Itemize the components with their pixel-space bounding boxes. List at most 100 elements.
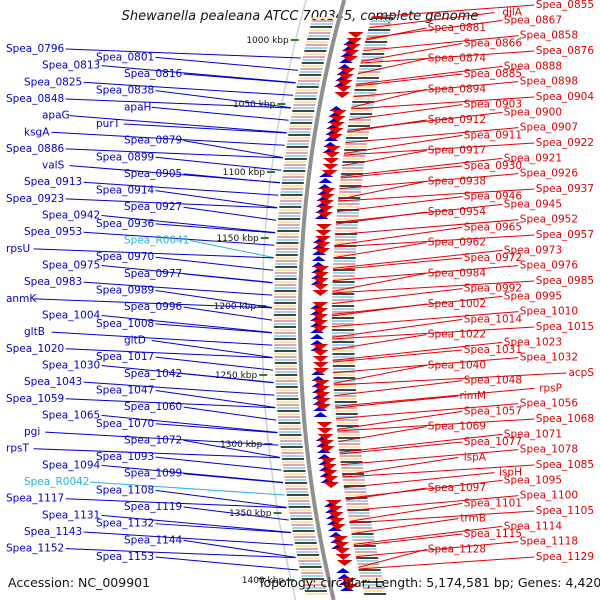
right-gene-label: Spea_1077: [464, 436, 522, 448]
gene-leader-line: [83, 231, 275, 246]
reverse-gene-arrow: [312, 314, 329, 320]
right-gene-label: Spea_0855: [536, 0, 594, 11]
gene-leader-line: [347, 119, 427, 133]
reverse-gene-arrow: [313, 266, 330, 272]
gene-leader-line: [340, 157, 503, 177]
reverse-gene-arrow: [334, 548, 351, 554]
right-gene-label: Spea_1095: [504, 474, 562, 486]
gene-leader-line: [155, 323, 273, 334]
gene-leader-line: [89, 481, 285, 496]
gene-leader-line: [155, 356, 274, 371]
right-gene-label: Spea_1101: [464, 497, 522, 509]
left-gene-label: Spea_1144: [124, 534, 183, 546]
forward-gene-arrow: [331, 544, 346, 549]
left-gene-label: Spea_0914: [96, 185, 155, 197]
forward-gene-arrow: [312, 394, 327, 399]
reverse-gene-arrow: [346, 38, 363, 44]
left-gene-label: Spea_1017: [96, 351, 154, 363]
gene-leader-line: [65, 398, 276, 409]
forward-gene-arrow: [329, 106, 344, 111]
gene-leader-line: [343, 134, 463, 154]
right-gene-label: trmB: [460, 513, 486, 525]
forward-gene-arrow: [312, 244, 327, 249]
reverse-gene-arrow: [317, 206, 334, 212]
forward-gene-arrow: [310, 346, 325, 351]
reverse-gene-arrow: [318, 200, 335, 206]
left-gene-label: Spea_1152: [6, 543, 64, 555]
reverse-gene-arrow: [312, 320, 328, 326]
inner-guide-arc: [261, 0, 307, 600]
gene-leader-line: [332, 272, 427, 292]
position-tick-label: 1400 kbp: [242, 576, 285, 586]
left-gene-label: Spea_0905: [124, 168, 182, 180]
gene-leader-line: [155, 423, 278, 434]
gene-leader-line: [355, 65, 503, 85]
gene-leader-line: [183, 539, 296, 558]
reverse-gene-arrow: [312, 356, 329, 362]
position-tick-label: 1350 kbp: [229, 509, 272, 519]
gene-leader-line: [347, 495, 519, 512]
gene-leader-line: [369, 12, 495, 29]
reverse-gene-arrow: [318, 440, 335, 446]
gene-leader-line: [351, 88, 427, 108]
right-gene-label: Spea_0907: [520, 122, 578, 134]
gene-leader-line: [189, 240, 274, 259]
right-gene-label: Spea_0912: [428, 114, 486, 126]
reverse-gene-arrow: [320, 464, 337, 470]
reverse-gene-arrow: [329, 116, 346, 122]
reverse-gene-arrow: [339, 68, 356, 74]
left-gene-label: Spea_0813: [42, 60, 100, 72]
reverse-gene-arrow: [312, 290, 329, 296]
right-gene-label: Spea_0858: [520, 30, 578, 42]
reverse-gene-arrow: [329, 524, 346, 530]
gene-leader-line: [371, 4, 535, 18]
gene-leader-line: [335, 395, 459, 409]
left-gene-label: ksgA: [24, 126, 50, 138]
left-gene-label: Spea_1004: [42, 309, 101, 321]
right-gene-label: Spea_0874: [428, 53, 487, 65]
forward-gene-arrow: [339, 58, 354, 63]
left-gene-label: valS: [42, 160, 65, 172]
gene-leader-line: [123, 123, 287, 134]
reverse-gene-arrow: [325, 500, 342, 506]
gene-leader-line: [101, 65, 296, 84]
reverse-gene-arrow: [318, 446, 335, 452]
reverse-gene-arrow: [312, 350, 329, 356]
reverse-gene-arrow: [334, 92, 351, 98]
gene-leader-line: [342, 150, 427, 167]
right-gene-label: Spea_0911: [464, 129, 522, 141]
left-gene-label: Spea_1143: [24, 526, 82, 538]
forward-gene-arrow: [341, 46, 356, 51]
gene-leader-line: [340, 165, 463, 179]
left-gene-label: Spea_0848: [6, 93, 64, 105]
gene-leader-line: [334, 380, 463, 397]
gene-leader-line: [336, 196, 463, 213]
forward-gene-arrow: [311, 382, 326, 387]
position-tick-label: 1300 kbp: [220, 440, 263, 450]
right-gene-label: Spea_0984: [428, 267, 487, 279]
left-gene-label: Spea_0796: [6, 43, 65, 55]
forward-gene-arrow: [310, 334, 325, 339]
left-gene-label: Spea_1008: [96, 318, 154, 330]
gene-leader-line: [353, 525, 503, 545]
left-gene-label: pgi: [24, 426, 40, 438]
gene-leader-line: [183, 439, 280, 458]
gene-leader-line: [337, 410, 463, 430]
forward-gene-arrow: [335, 568, 350, 573]
forward-gene-arrow: [310, 322, 325, 327]
reverse-gene-arrow: [312, 302, 329, 308]
gene-leader-line: [83, 181, 279, 196]
gene-leader-line: [347, 111, 503, 131]
left-gene-label: Spea_1119: [124, 501, 182, 513]
right-gene-label: Spea_0900: [504, 106, 562, 118]
left-gene-label: Spea_1047: [96, 384, 154, 396]
left-gene-label: Spea_R0042: [24, 476, 90, 488]
forward-gene-arrow: [310, 340, 325, 345]
gene-leader-line: [343, 142, 535, 156]
left-gene-label: Spea_0989: [96, 285, 154, 297]
forward-gene-arrow: [338, 580, 353, 585]
gene-leader-line: [342, 456, 459, 476]
gene-leader-line: [155, 556, 299, 571]
right-gene-label: Spea_0898: [520, 76, 578, 88]
